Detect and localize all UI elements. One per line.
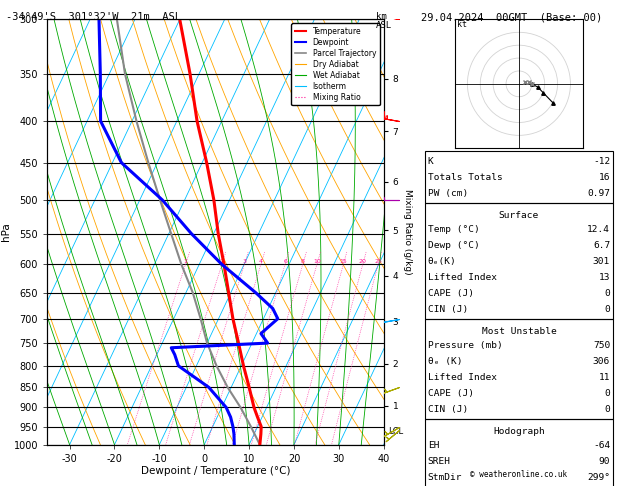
Text: 8: 8 xyxy=(301,259,305,264)
Y-axis label: hPa: hPa xyxy=(1,223,11,242)
Text: Lifted Index: Lifted Index xyxy=(428,373,497,382)
Text: CAPE (J): CAPE (J) xyxy=(428,389,474,398)
Text: ASL: ASL xyxy=(376,21,392,30)
Text: 6.7: 6.7 xyxy=(593,241,610,250)
Text: 3: 3 xyxy=(242,259,247,264)
Text: StmDir: StmDir xyxy=(428,473,462,482)
Text: 4: 4 xyxy=(259,259,263,264)
Text: Pressure (mb): Pressure (mb) xyxy=(428,341,503,350)
Text: 306: 306 xyxy=(593,357,610,366)
Text: 0: 0 xyxy=(604,289,610,298)
Text: θₑ (K): θₑ (K) xyxy=(428,357,462,366)
Text: 301: 301 xyxy=(593,257,610,266)
Text: -64: -64 xyxy=(593,441,610,450)
Text: 750: 750 xyxy=(593,341,610,350)
Text: kt: kt xyxy=(457,20,467,29)
Text: 299°: 299° xyxy=(587,473,610,482)
Text: PW (cm): PW (cm) xyxy=(428,189,468,198)
Text: -34°49'S  301°32'W  21m  ASL: -34°49'S 301°32'W 21m ASL xyxy=(6,12,181,22)
Text: 1: 1 xyxy=(184,259,187,264)
Text: LCL: LCL xyxy=(388,427,403,435)
Text: EH: EH xyxy=(428,441,439,450)
Text: 11: 11 xyxy=(599,373,610,382)
Text: θₑ(K): θₑ(K) xyxy=(428,257,457,266)
Text: 15: 15 xyxy=(340,259,347,264)
Text: 13: 13 xyxy=(599,273,610,282)
Text: 2: 2 xyxy=(220,259,224,264)
Text: 20: 20 xyxy=(359,259,367,264)
Legend: Temperature, Dewpoint, Parcel Trajectory, Dry Adiabat, Wet Adiabat, Isotherm, Mi: Temperature, Dewpoint, Parcel Trajectory… xyxy=(291,23,380,105)
Text: Totals Totals: Totals Totals xyxy=(428,173,503,182)
Text: CAPE (J): CAPE (J) xyxy=(428,289,474,298)
Text: -12: -12 xyxy=(593,156,610,166)
Text: SREH: SREH xyxy=(428,457,451,466)
Text: 0: 0 xyxy=(604,305,610,314)
Text: Temp (°C): Temp (°C) xyxy=(428,225,479,234)
Text: CIN (J): CIN (J) xyxy=(428,305,468,314)
Y-axis label: Mixing Ratio (g/kg): Mixing Ratio (g/kg) xyxy=(403,189,413,275)
X-axis label: Dewpoint / Temperature (°C): Dewpoint / Temperature (°C) xyxy=(141,467,290,476)
Text: 12.4: 12.4 xyxy=(587,225,610,234)
Text: Hodograph: Hodograph xyxy=(493,427,545,436)
Text: 25: 25 xyxy=(374,259,382,264)
Text: K: K xyxy=(428,156,433,166)
Text: Lifted Index: Lifted Index xyxy=(428,273,497,282)
Text: 90: 90 xyxy=(599,457,610,466)
Text: 0.97: 0.97 xyxy=(587,189,610,198)
Text: 10: 10 xyxy=(313,259,321,264)
Text: 0: 0 xyxy=(604,389,610,398)
Text: Dewp (°C): Dewp (°C) xyxy=(428,241,479,250)
Text: © weatheronline.co.uk: © weatheronline.co.uk xyxy=(470,469,567,479)
Text: km: km xyxy=(376,12,387,21)
Text: 6: 6 xyxy=(283,259,287,264)
Text: Most Unstable: Most Unstable xyxy=(482,327,556,336)
Text: 16: 16 xyxy=(599,173,610,182)
Text: 29.04.2024  00GMT  (Base: 00): 29.04.2024 00GMT (Base: 00) xyxy=(421,12,603,22)
Text: Surface: Surface xyxy=(499,211,539,220)
Text: 0: 0 xyxy=(604,405,610,414)
Text: CIN (J): CIN (J) xyxy=(428,405,468,414)
